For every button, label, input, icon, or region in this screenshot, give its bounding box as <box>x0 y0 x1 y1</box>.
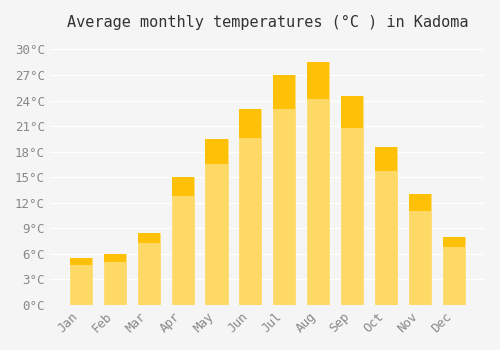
Bar <box>240 109 262 305</box>
Bar <box>138 233 160 305</box>
Bar <box>70 258 92 265</box>
Bar <box>104 254 126 261</box>
Bar <box>274 75 295 305</box>
Bar <box>308 62 330 99</box>
Bar <box>104 254 126 305</box>
Bar <box>138 233 160 244</box>
Bar <box>172 177 194 305</box>
Bar <box>443 237 465 305</box>
Bar <box>375 147 398 305</box>
Bar <box>172 177 194 196</box>
Bar <box>409 194 432 305</box>
Bar <box>240 109 262 139</box>
Bar <box>409 194 432 211</box>
Title: Average monthly temperatures (°C ) in Kadoma: Average monthly temperatures (°C ) in Ka… <box>66 15 468 30</box>
Bar <box>274 75 295 110</box>
Bar <box>375 147 398 171</box>
Bar <box>342 96 363 305</box>
Bar <box>342 96 363 128</box>
Bar <box>206 139 228 305</box>
Bar <box>206 139 228 164</box>
Bar <box>70 258 92 305</box>
Bar <box>443 237 465 247</box>
Bar <box>308 62 330 305</box>
